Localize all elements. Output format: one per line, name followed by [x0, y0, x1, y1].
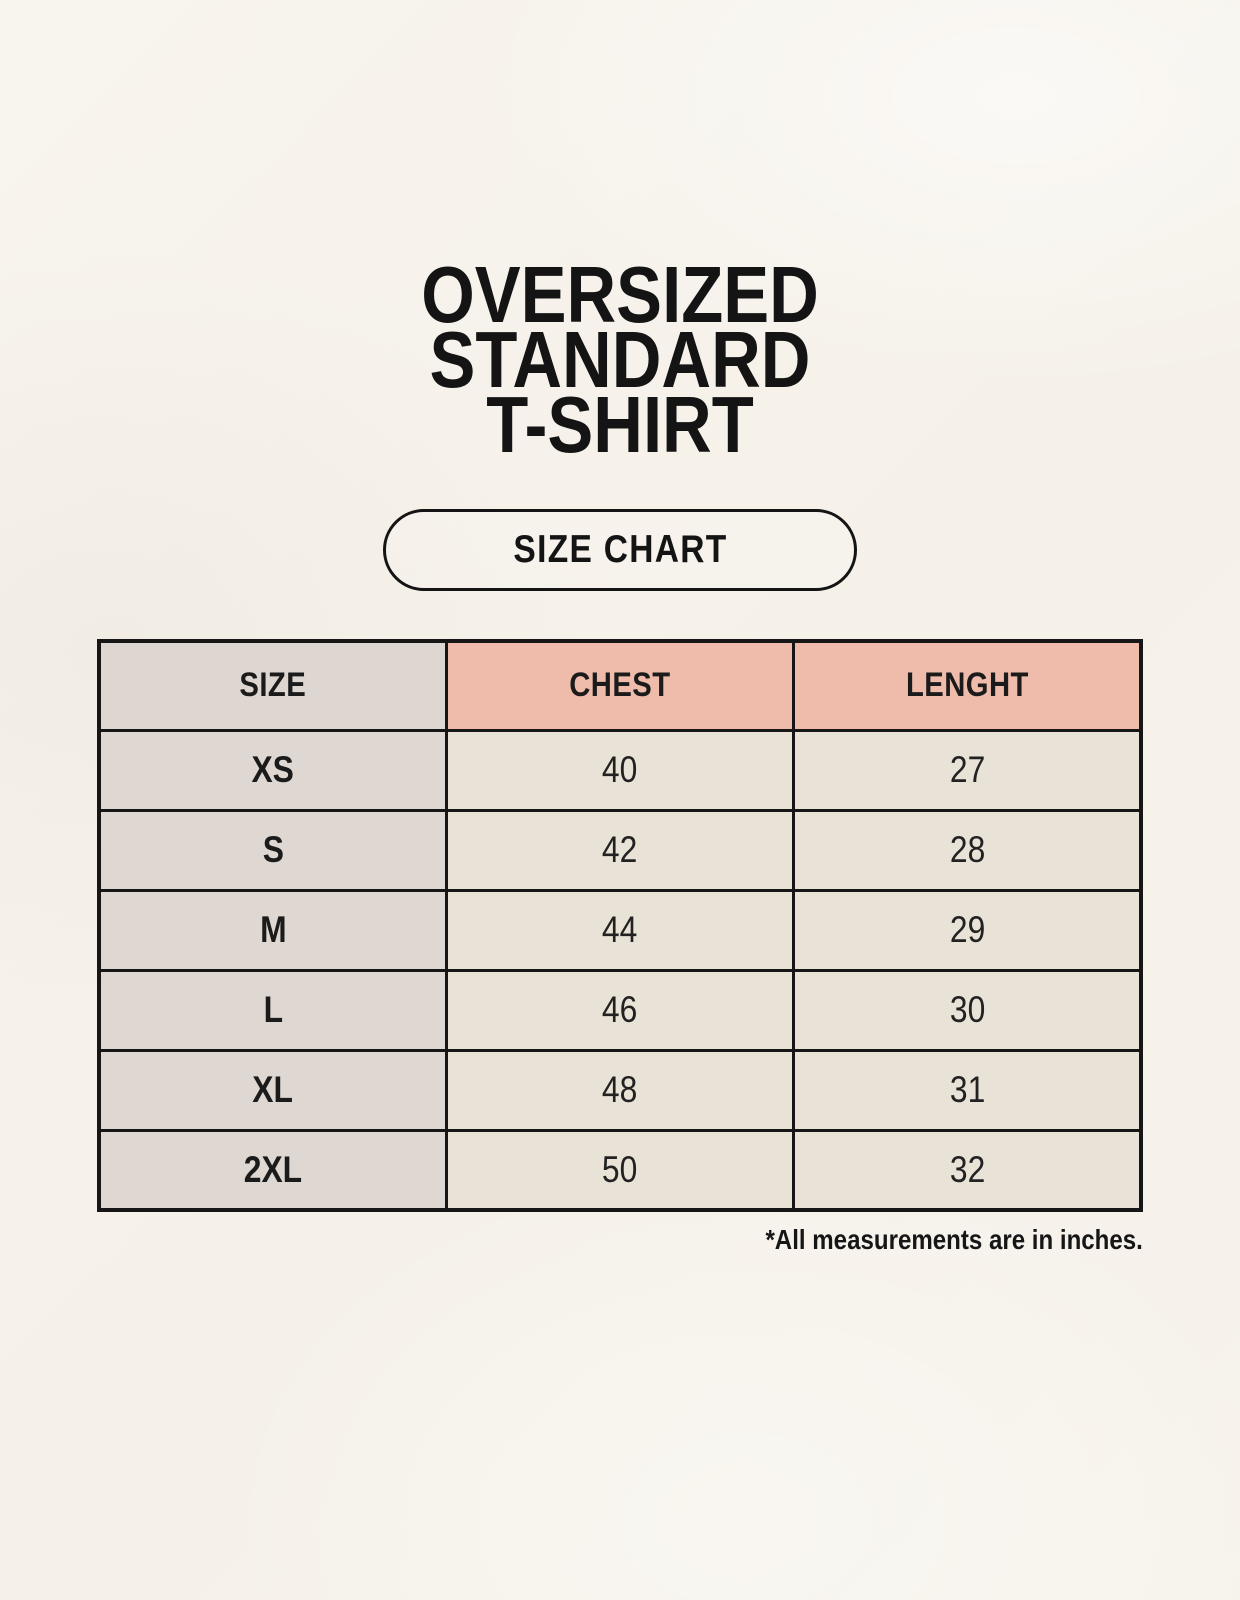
title-line-2: STANDARD: [429, 315, 811, 404]
size-table-header: SIZE CHEST LENGHT: [97, 639, 1143, 732]
table-row-l: L 46 30: [97, 968, 1143, 1052]
table-row-s: S 42 28: [97, 808, 1143, 892]
chest-cell: 50: [444, 1128, 796, 1212]
size-cell: XS: [97, 728, 448, 812]
lenght-value: 32: [949, 1148, 985, 1190]
chest-value: 50: [602, 1148, 638, 1190]
column-header-lenght: LENGHT: [792, 639, 1143, 732]
chest-cell: 42: [444, 808, 796, 892]
title-line-1: OVERSIZED: [421, 250, 819, 339]
chest-value: 44: [602, 909, 638, 950]
size-chart-button-label: SIZE CHART: [512, 528, 728, 571]
size-cell: XL: [97, 1048, 448, 1132]
lenght-value: 27: [949, 749, 985, 790]
chest-value: 42: [602, 829, 638, 870]
column-header-lenght-label: LENGHT: [905, 666, 1029, 705]
size-cell: 2XL: [97, 1128, 448, 1212]
chest-cell: 48: [444, 1048, 796, 1132]
measurements-footnote-text: *All measurements are in inches.: [765, 1224, 1143, 1255]
table-row-2xl: 2XL 50 32: [97, 1128, 1143, 1212]
column-header-size: SIZE: [97, 639, 448, 732]
lenght-value: 30: [949, 989, 985, 1030]
title-line-3: T-SHIRT: [486, 380, 754, 469]
chest-value: 46: [602, 989, 638, 1030]
lenght-value: 28: [949, 829, 985, 870]
column-header-size-label: SIZE: [239, 666, 307, 705]
size-label: XL: [252, 1069, 294, 1110]
size-cell: L: [97, 968, 448, 1052]
size-label: S: [262, 829, 284, 870]
lenght-cell: 31: [792, 1048, 1143, 1132]
size-label: M: [259, 909, 287, 950]
lenght-cell: 32: [792, 1128, 1143, 1212]
table-row-m: M 44 29: [97, 888, 1143, 972]
lenght-value: 29: [949, 909, 985, 950]
size-table: SIZE CHEST LENGHT XS 40 27 S 42 28 M 44 …: [97, 639, 1143, 1212]
table-row-xl: XL 48 31: [97, 1048, 1143, 1132]
column-header-chest-label: CHEST: [569, 666, 671, 705]
size-chart-button[interactable]: SIZE CHART: [383, 509, 857, 591]
chest-cell: 44: [444, 888, 796, 972]
size-cell: S: [97, 808, 448, 892]
size-label: 2XL: [243, 1148, 303, 1190]
size-cell: M: [97, 888, 448, 972]
measurements-footnote: *All measurements are in inches.: [97, 1224, 1143, 1256]
chest-value: 40: [602, 749, 638, 790]
table-header-row: SIZE CHEST LENGHT: [97, 639, 1143, 732]
lenght-cell: 27: [792, 728, 1143, 812]
table-row-xs: XS 40 27: [97, 728, 1143, 812]
chest-cell: 46: [444, 968, 796, 1052]
chest-cell: 40: [444, 728, 796, 812]
chest-value: 48: [602, 1069, 638, 1110]
column-header-chest: CHEST: [444, 639, 796, 732]
size-label: L: [263, 989, 283, 1030]
lenght-cell: 29: [792, 888, 1143, 972]
page-title: OVERSIZED STANDARD T-SHIRT: [0, 0, 1240, 469]
size-label: XS: [251, 749, 295, 790]
lenght-cell: 28: [792, 808, 1143, 892]
size-table-body: XS 40 27 S 42 28 M 44 29 L 46 30 XL 48: [97, 728, 1143, 1212]
lenght-cell: 30: [792, 968, 1143, 1052]
lenght-value: 31: [949, 1069, 985, 1110]
